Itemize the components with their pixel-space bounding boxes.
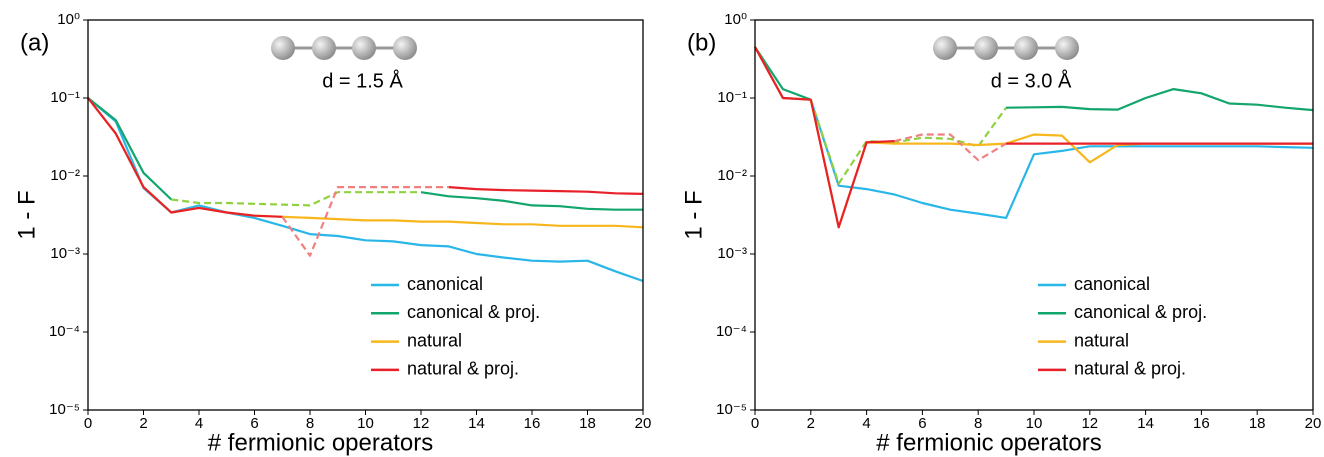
legend-label: natural — [407, 330, 462, 350]
series-line-dashed — [171, 191, 421, 207]
x-tick-label: 16 — [1193, 415, 1210, 432]
x-tick-label: 20 — [635, 415, 652, 432]
x-tick-label: 6 — [250, 415, 258, 432]
y-tick-label: 10⁰ — [724, 11, 747, 28]
x-tick-label: 18 — [579, 415, 596, 432]
series-line-dashed — [809, 99, 1007, 185]
y-tick-label: 10⁻¹ — [50, 89, 80, 106]
series-line — [754, 46, 895, 229]
series-line — [1006, 88, 1314, 112]
x-tick-label: 14 — [468, 415, 485, 432]
series-line — [754, 46, 1314, 219]
annotation: d = 3.0 Å — [991, 69, 1072, 92]
y-tick-label: 10⁻² — [50, 167, 80, 184]
x-tick-label: 4 — [862, 415, 870, 432]
legend-label: canonical — [1074, 274, 1150, 294]
x-tick-label: 0 — [751, 415, 759, 432]
series-line — [420, 191, 643, 211]
x-tick-label: 6 — [918, 415, 926, 432]
x-tick-label: 2 — [807, 415, 815, 432]
x-tick-label: 8 — [974, 415, 982, 432]
x-tick-label: 12 — [413, 415, 430, 432]
x-tick-label: 20 — [1305, 415, 1322, 432]
x-tick-label: 0 — [84, 415, 92, 432]
legend-label: canonical — [407, 274, 483, 294]
molecule-a — [271, 36, 417, 60]
series-line — [87, 97, 644, 283]
series-line — [87, 97, 173, 201]
plot-frame — [87, 19, 644, 411]
annotation: d = 1.5 Å — [322, 69, 403, 92]
series-line-dashed — [281, 186, 449, 257]
x-tick-label: 10 — [357, 415, 374, 432]
series-line — [754, 46, 812, 101]
legend-label: natural — [1074, 330, 1129, 350]
x-tick-label: 4 — [195, 415, 203, 432]
x-axis-label: # fermionic operators — [876, 429, 1101, 456]
legend-label: canonical & proj. — [1074, 302, 1207, 322]
series-line — [87, 97, 283, 218]
y-tick-label: 10⁻³ — [717, 245, 747, 262]
x-axis-label: # fermionic operators — [208, 429, 433, 456]
series-line — [448, 186, 644, 195]
x-tick-label: 14 — [1137, 415, 1154, 432]
y-axis-label: 1 - F — [680, 190, 707, 239]
x-tick-label: 8 — [306, 415, 314, 432]
y-tick-label: 10⁰ — [57, 11, 80, 28]
molecule-b — [933, 36, 1079, 60]
legend-label: natural & proj. — [1074, 359, 1186, 379]
y-tick-label: 10⁻¹ — [717, 89, 747, 106]
y-tick-label: 10⁻³ — [50, 245, 80, 262]
plot-frame — [754, 19, 1314, 411]
series-line — [87, 97, 644, 229]
series-line-dashed — [894, 133, 1007, 162]
y-tick-label: 10⁻⁵ — [716, 401, 747, 418]
x-tick-label: 12 — [1081, 415, 1098, 432]
y-tick-label: 10⁻⁴ — [49, 323, 80, 340]
y-tick-label: 10⁻⁵ — [49, 401, 80, 418]
x-tick-label: 10 — [1026, 415, 1043, 432]
y-tick-label: 10⁻⁴ — [716, 323, 747, 340]
legend-label: natural & proj. — [407, 359, 519, 379]
y-tick-label: 10⁻² — [717, 167, 747, 184]
x-tick-label: 16 — [524, 415, 541, 432]
x-tick-label: 18 — [1249, 415, 1266, 432]
panel-label: (b) — [687, 29, 716, 56]
y-axis-label: 1 - F — [13, 190, 40, 239]
x-tick-label: 2 — [139, 415, 147, 432]
legend-label: canonical & proj. — [407, 302, 540, 322]
panel-label: (a) — [20, 29, 49, 56]
